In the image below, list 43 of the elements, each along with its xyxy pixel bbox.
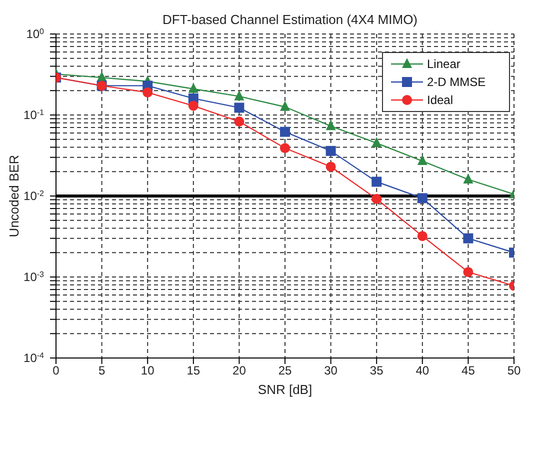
legend-label: Linear bbox=[427, 57, 460, 71]
point bbox=[372, 137, 382, 148]
point bbox=[280, 100, 290, 111]
y-tick-label: 10$^{-3}$ bbox=[24, 270, 45, 284]
x-tick-label: 35 bbox=[370, 364, 384, 378]
point bbox=[463, 233, 474, 244]
point bbox=[372, 194, 382, 204]
point bbox=[142, 87, 153, 98]
point bbox=[234, 90, 244, 100]
point bbox=[463, 173, 474, 184]
x-tick-label: 25 bbox=[278, 364, 292, 378]
y-tick-label: 10$^{0}$ bbox=[26, 26, 45, 41]
x-axis-title: SNR [dB] bbox=[258, 382, 312, 397]
point bbox=[372, 176, 382, 187]
point bbox=[463, 267, 474, 278]
point bbox=[188, 100, 198, 111]
legend-label: 2-D MMSE bbox=[427, 75, 486, 89]
point bbox=[326, 146, 336, 156]
x-tick-label: 40 bbox=[416, 364, 430, 378]
x-tick-label: 10 bbox=[140, 364, 155, 378]
point bbox=[234, 102, 244, 113]
point bbox=[234, 116, 244, 127]
point bbox=[326, 120, 336, 130]
point bbox=[280, 143, 290, 154]
point bbox=[326, 162, 336, 172]
x-tick-label: 50 bbox=[507, 364, 521, 378]
x-tick-label: 15 bbox=[186, 364, 200, 378]
y-tick-label: 10$^{-4}$ bbox=[24, 350, 45, 365]
x-tick-label: 20 bbox=[232, 364, 246, 378]
x-tick-label: 30 bbox=[324, 364, 338, 378]
x-tick-label: 45 bbox=[462, 364, 476, 378]
y-tick-label: 10$^{-2}$ bbox=[24, 188, 45, 203]
y-axis-title: Uncoded BER bbox=[6, 154, 22, 238]
y-tick-label: 10$^{-1}$ bbox=[24, 108, 45, 122]
x-tick-label: 0 bbox=[52, 364, 60, 378]
point bbox=[417, 155, 428, 166]
point bbox=[280, 126, 290, 137]
point bbox=[188, 82, 198, 93]
chart-title: DFT-based Channel Estimation (4X4 MIMO) bbox=[161, 12, 419, 27]
legend-label: Ideal bbox=[427, 93, 454, 107]
x-tick-label: 5 bbox=[98, 364, 106, 378]
point bbox=[417, 231, 428, 242]
point bbox=[417, 193, 428, 204]
